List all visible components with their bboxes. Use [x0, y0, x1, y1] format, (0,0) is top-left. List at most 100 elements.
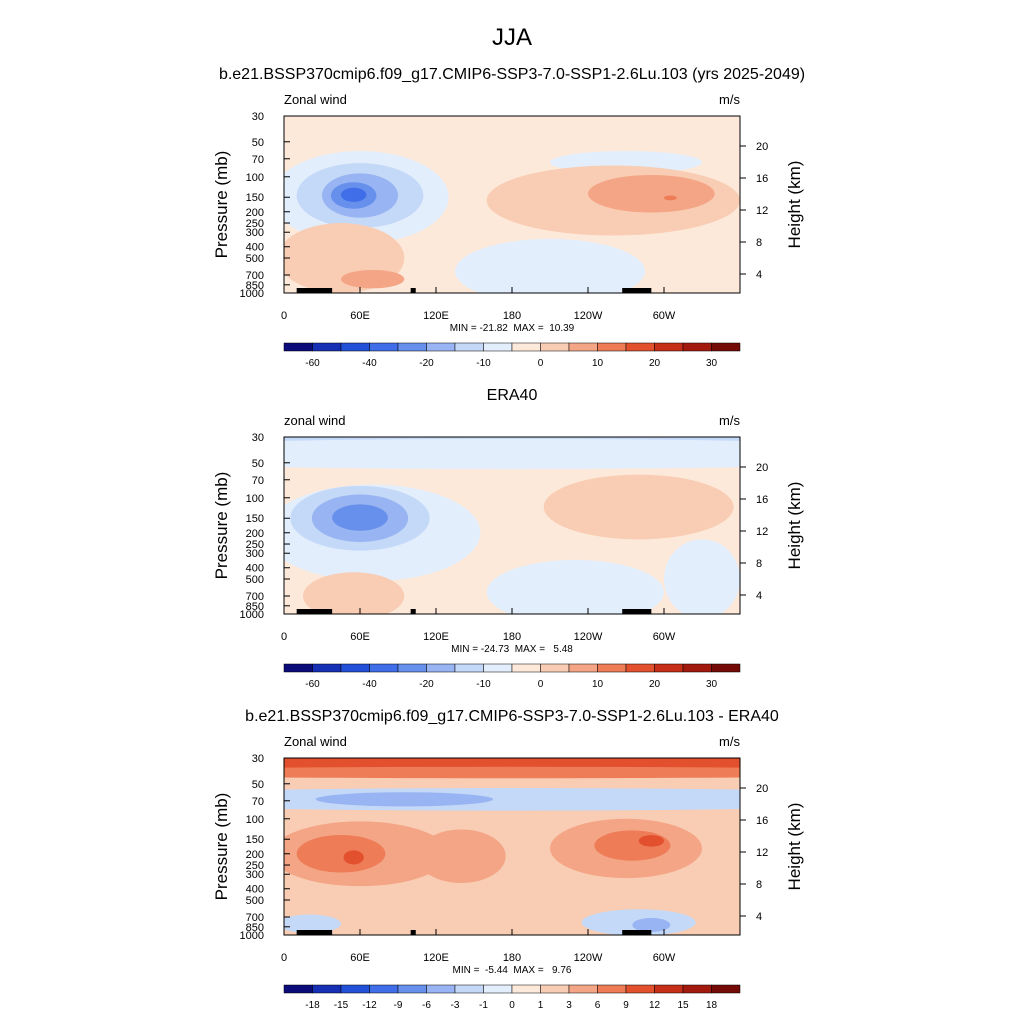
colorbar-label: 30: [706, 358, 718, 369]
x-tick-label: 120W: [574, 631, 603, 643]
contour-region: [341, 269, 405, 289]
x-tick-label: 60W: [653, 631, 676, 643]
colorbar-label: -15: [334, 1000, 349, 1011]
contour-region: [315, 792, 493, 807]
colorbar-swatch: [483, 984, 513, 994]
colorbar-swatch: [625, 342, 655, 352]
min-max-stats: MIN = -5.44 MAX = 9.76: [453, 965, 572, 976]
y-tick-label: 300: [246, 548, 264, 560]
y-tick-label: 100: [246, 172, 264, 184]
colorbar-label: -3: [451, 1000, 460, 1011]
colorbar-swatch: [454, 663, 484, 673]
colorbar-swatch: [597, 663, 627, 673]
y-tick-label: 500: [246, 253, 264, 265]
contour-field: [284, 437, 740, 614]
colorbar-swatch: [283, 342, 313, 352]
y-tick-label: 30: [252, 111, 264, 123]
y-tick-label: 200: [246, 528, 264, 540]
y-axis-label: Pressure (mb): [212, 472, 231, 580]
topography: [296, 288, 333, 293]
x-tick-label: 120W: [574, 310, 603, 322]
topography: [296, 930, 333, 935]
colorbar-swatch: [682, 342, 712, 352]
colorbar-swatch: [597, 984, 627, 994]
contour-region: [343, 850, 364, 865]
topography: [622, 609, 652, 614]
colorbar-swatch: [283, 984, 313, 994]
colorbar-swatch: [568, 663, 598, 673]
y-tick-label: 150: [246, 834, 264, 846]
y-tick-label: 400: [246, 884, 264, 896]
panel-difference: b.e21.BSSP370cmip6.f09_g17.CMIP6-SSP3-7.…: [212, 708, 804, 1011]
contour-region: [455, 238, 645, 293]
colorbar-label: -18: [305, 1000, 320, 1011]
colorbar-swatch: [711, 663, 741, 673]
x-tick-label: 120W: [574, 952, 603, 964]
height-tick-label: 16: [756, 494, 768, 506]
colorbar-swatch: [597, 342, 627, 352]
colorbar-swatch: [711, 984, 741, 994]
y-tick-label: 100: [246, 814, 264, 826]
colorbar-label: -1: [479, 1000, 488, 1011]
colorbar-swatch: [483, 663, 513, 673]
contour-region: [284, 788, 740, 811]
colorbar-swatch: [682, 984, 712, 994]
contour-region: [284, 914, 341, 933]
contour-region: [284, 766, 740, 779]
y-tick-label: 1000: [240, 930, 264, 942]
main-title: JJA: [492, 24, 532, 51]
height-tick-label: 20: [756, 462, 768, 474]
colorbar-label: 0: [509, 1000, 515, 1011]
colorbar-swatch: [568, 984, 598, 994]
colorbar-label: 10: [592, 679, 604, 690]
colorbar-swatch: [454, 342, 484, 352]
y-axis-label-right: Height (km): [785, 482, 804, 570]
topography: [622, 930, 652, 935]
topography: [410, 609, 416, 614]
y-tick-label: 200: [246, 207, 264, 219]
colorbar-swatch: [397, 984, 427, 994]
y-tick-label: 850: [246, 601, 264, 613]
x-tick-label: 120E: [423, 310, 449, 322]
colorbar-swatch: [312, 663, 342, 673]
colorbar-label: -60: [305, 679, 320, 690]
colorbar-label: 0: [538, 358, 544, 369]
colorbar-swatch: [397, 663, 427, 673]
y-tick-label: 300: [246, 869, 264, 881]
colorbar-label: -60: [305, 358, 320, 369]
height-tick-label: 4: [756, 911, 762, 923]
y-tick-label: 30: [252, 753, 264, 765]
colorbar-swatch: [625, 663, 655, 673]
colorbar-swatch: [483, 342, 513, 352]
topography: [410, 288, 416, 293]
height-tick-label: 12: [756, 526, 768, 538]
colorbar-swatch: [369, 342, 399, 352]
height-tick-label: 8: [756, 237, 762, 249]
topography: [319, 930, 328, 935]
y-tick-label: 70: [252, 796, 264, 808]
panel-title: b.e21.BSSP370cmip6.f09_g17.CMIP6-SSP3-7.…: [245, 708, 779, 725]
colorbar-swatch: [682, 663, 712, 673]
x-tick-label: 0: [281, 952, 287, 964]
colorbar-swatch: [426, 663, 456, 673]
y-tick-label: 250: [246, 539, 264, 551]
contour-region: [664, 195, 677, 201]
y-tick-label: 400: [246, 563, 264, 575]
colorbar-label: 3: [566, 1000, 572, 1011]
panel-units-label: m/s: [719, 92, 740, 107]
colorbar-swatch: [540, 663, 570, 673]
height-tick-label: 12: [756, 205, 768, 217]
colorbar-label: -40: [362, 679, 377, 690]
x-tick-label: 60E: [350, 631, 370, 643]
topography: [319, 609, 328, 614]
y-tick-label: 70: [252, 154, 264, 166]
colorbar-label: -20: [419, 679, 434, 690]
colorbar-swatch: [654, 984, 684, 994]
contour-field: [284, 758, 740, 935]
y-axis-label-right: Height (km): [785, 803, 804, 891]
colorbar-swatch: [369, 663, 399, 673]
contour-region: [417, 829, 506, 884]
y-tick-label: 300: [246, 227, 264, 239]
x-tick-label: 180: [503, 952, 521, 964]
colorbar-swatch: [654, 663, 684, 673]
